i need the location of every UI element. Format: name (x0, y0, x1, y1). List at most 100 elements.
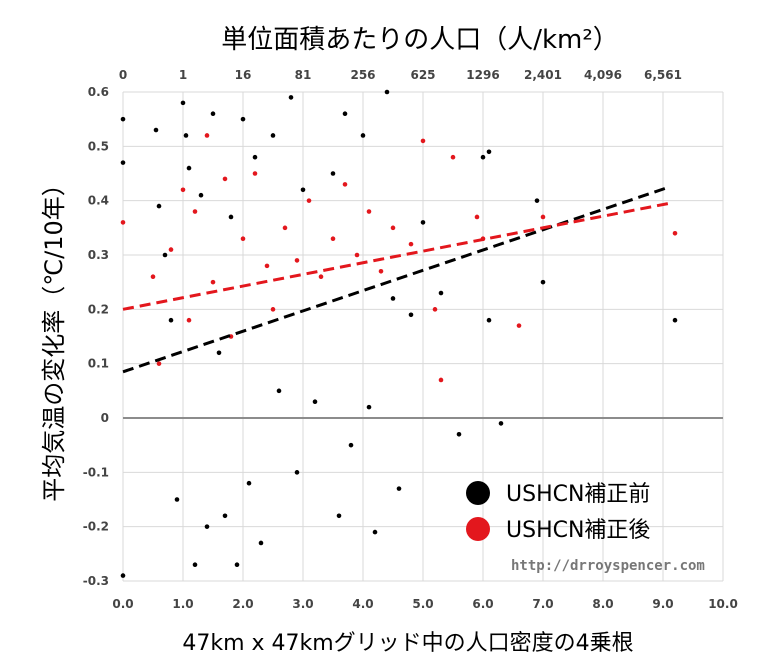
data-point-series-1 (210, 279, 216, 285)
x-tick-labels: 0.0 1.0 2.0 3.0 4.0 5.0 6.0 7.0 8.0 9.0 10.0 (112, 597, 737, 611)
data-point-series-1 (432, 307, 438, 312)
x-tick-label: 5.0 (412, 597, 433, 611)
data-point-series-1 (318, 274, 324, 280)
data-point-series-1 (672, 230, 678, 236)
data-point-series-0 (456, 432, 462, 437)
data-point-series-0 (222, 513, 228, 519)
data-point-series-1 (252, 171, 258, 176)
data-point-series-0 (183, 133, 189, 138)
x-axis-label: 47km x 47kmグリッド中の人口密度の4乗根 (182, 631, 633, 656)
y-tick-label: -0.3 (83, 574, 109, 588)
data-point-series-0 (204, 524, 210, 529)
x-tick-label: 7.0 (532, 597, 553, 611)
trend-line-series-1 (122, 201, 670, 311)
top-axis-tick-label: 16 (235, 68, 252, 82)
data-point-series-1 (354, 252, 360, 258)
data-point-series-1 (222, 176, 228, 182)
top-axis-tick-label: 0 (119, 68, 127, 82)
data-point-series-0 (258, 540, 264, 546)
x-tick-label: 0.0 (112, 597, 133, 611)
data-point-series-1 (192, 209, 198, 214)
data-point-series-0 (168, 317, 174, 323)
data-point-series-0 (348, 442, 354, 448)
x-tick-label: 4.0 (352, 597, 373, 611)
data-point-series-0 (438, 290, 444, 296)
data-point-series-1 (330, 236, 336, 241)
trend-line-series-0 (122, 185, 670, 374)
top-axis-tick-label: 4,096 (584, 68, 622, 82)
y-tick-label: -0.1 (83, 465, 109, 479)
data-point-series-1 (540, 214, 546, 220)
data-point-series-0 (312, 399, 318, 405)
data-point-series-0 (162, 252, 168, 258)
data-point-series-0 (360, 133, 366, 138)
data-point-series-1 (306, 198, 312, 203)
x-tick-label: 3.0 (292, 597, 313, 611)
top-axis-tick-label: 1 (179, 68, 187, 82)
data-point-series-0 (534, 198, 540, 203)
y-tick-label: 0.3 (88, 248, 109, 262)
data-point-series-1 (168, 247, 174, 252)
data-point-series-1 (282, 225, 288, 231)
data-point-series-1 (342, 182, 348, 187)
data-point-series-0 (384, 89, 390, 95)
data-point-series-1 (378, 269, 384, 274)
top-axis-tick-label: 6,561 (644, 68, 682, 82)
data-point-series-0 (294, 470, 300, 475)
top-axis-tick-labels: 0 1 16 81 256 625 1296 2,401 4,096 6,561 (119, 68, 682, 82)
watermark-url: http://drroyspencer.com (511, 558, 705, 574)
data-point-series-0 (540, 279, 546, 285)
chart-title: 単位面積あたりの人口（人/km²） (221, 25, 619, 55)
data-point-series-0 (192, 562, 198, 567)
legend-label-series-1: USHCN補正後 (506, 518, 650, 543)
data-point-series-1 (366, 209, 372, 214)
data-point-series-0 (330, 171, 336, 176)
data-point-series-1 (450, 154, 456, 160)
legend: USHCN補正前 USHCN補正後 (466, 481, 650, 543)
top-axis-tick-label: 2,401 (524, 68, 562, 82)
data-point-series-0 (498, 421, 504, 426)
y-tick-label: 0.2 (88, 302, 109, 316)
y-tick-label: 0.5 (88, 139, 109, 153)
x-tick-label: 10.0 (708, 597, 738, 611)
y-tick-label: 0 (101, 411, 109, 425)
data-point-series-0 (336, 513, 342, 519)
y-tick-label: 0.6 (88, 85, 109, 99)
data-point-series-0 (120, 160, 126, 165)
data-point-series-0 (120, 573, 126, 578)
data-point-series-0 (390, 296, 396, 301)
data-point-series-1 (150, 274, 156, 280)
top-axis-tick-label: 256 (350, 68, 375, 82)
data-point-series-1 (264, 263, 270, 269)
data-point-series-0 (180, 100, 186, 106)
trend-lines (122, 185, 670, 374)
data-point-series-0 (228, 214, 234, 220)
top-axis-tick-label: 625 (410, 68, 435, 82)
data-point-series-0 (276, 388, 282, 394)
data-point-series-0 (342, 111, 348, 117)
data-point-series-0 (486, 317, 492, 323)
data-point-series-0 (396, 486, 402, 491)
top-axis-tick-label: 81 (295, 68, 312, 82)
grid (122, 91, 724, 582)
data-point-series-0 (234, 562, 240, 567)
data-point-series-0 (672, 317, 678, 323)
data-point-series-1 (294, 258, 300, 263)
data-point-series-0 (246, 480, 252, 486)
data-point-series-0 (288, 95, 294, 100)
data-point-series-0 (216, 350, 222, 356)
data-point-series-0 (408, 312, 414, 318)
legend-label-series-0: USHCN補正前 (506, 482, 650, 507)
legend-marker-series-0 (466, 481, 490, 505)
data-point-series-0 (420, 220, 426, 225)
data-point-series-1 (420, 138, 426, 144)
data-point-series-1 (156, 361, 162, 366)
data-point-series-0 (372, 529, 378, 535)
data-point-series-0 (174, 497, 180, 502)
x-tick-label: 8.0 (592, 597, 613, 611)
data-point-series-0 (186, 165, 192, 171)
x-tick-label: 6.0 (472, 597, 493, 611)
data-point-series-1 (186, 317, 192, 323)
top-axis-tick-label: 1296 (466, 68, 499, 82)
